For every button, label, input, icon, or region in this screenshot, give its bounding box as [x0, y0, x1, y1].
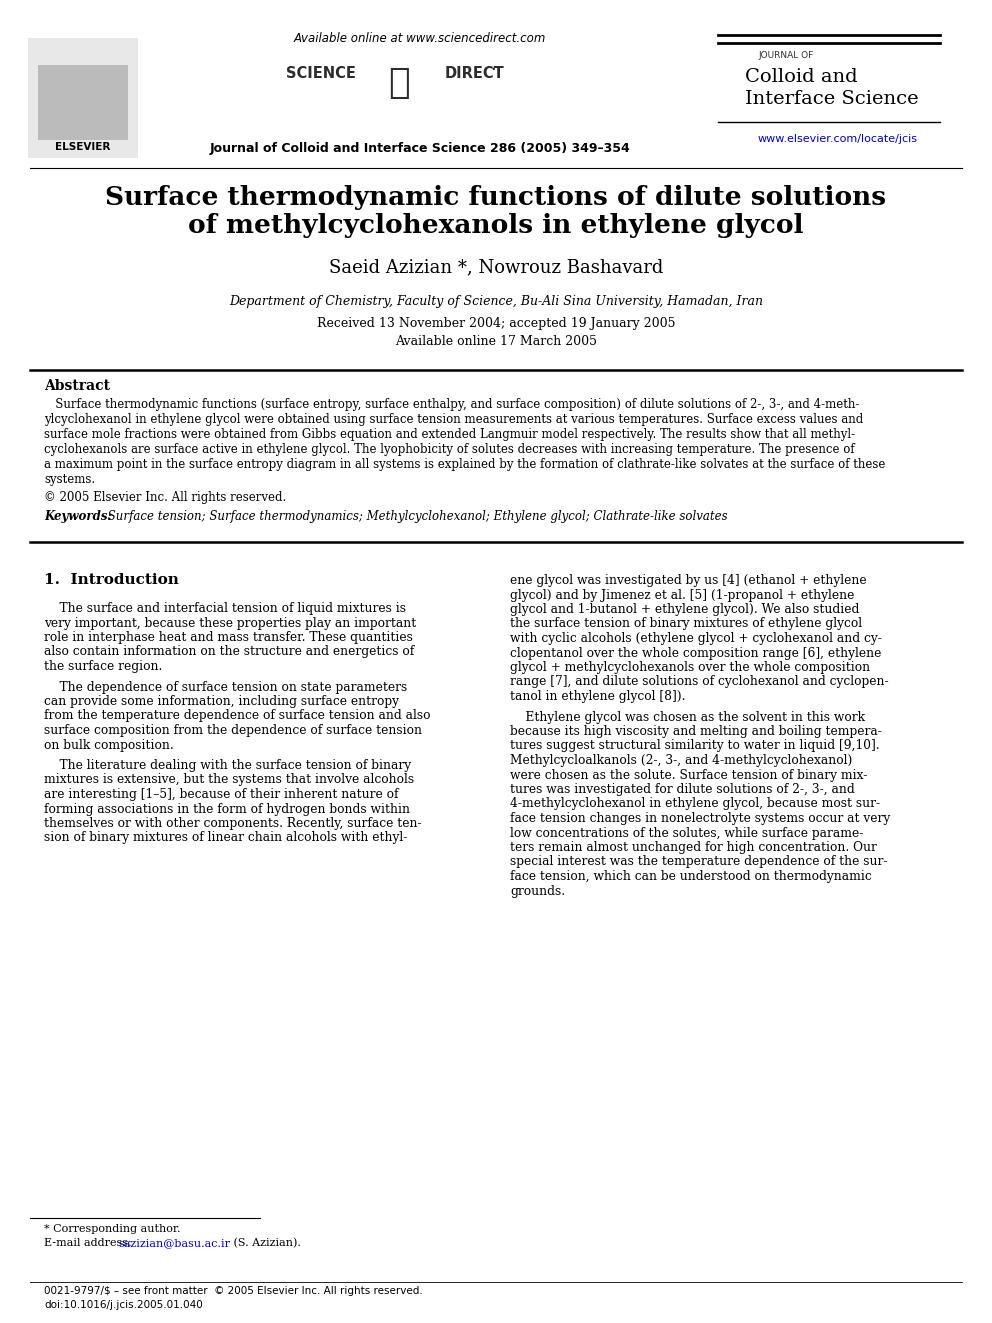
Text: JOURNAL OF: JOURNAL OF — [758, 52, 813, 60]
Text: the surface tension of binary mixtures of ethylene glycol: the surface tension of binary mixtures o… — [510, 618, 862, 631]
Text: surface mole fractions were obtained from Gibbs equation and extended Langmuir m: surface mole fractions were obtained fro… — [44, 429, 855, 441]
Text: The dependence of surface tension on state parameters: The dependence of surface tension on sta… — [44, 680, 408, 693]
Text: sazizian@basu.ac.ir: sazizian@basu.ac.ir — [118, 1238, 230, 1248]
Text: cyclohexanols are surface active in ethylene glycol. The lyophobicity of solutes: cyclohexanols are surface active in ethy… — [44, 443, 855, 456]
Text: Journal of Colloid and Interface Science 286 (2005) 349–354: Journal of Colloid and Interface Science… — [209, 142, 630, 155]
Text: * Corresponding author.: * Corresponding author. — [44, 1224, 181, 1234]
Text: on bulk composition.: on bulk composition. — [44, 738, 174, 751]
Text: range [7], and dilute solutions of cyclohexanol and cyclopen-: range [7], and dilute solutions of cyclo… — [510, 676, 889, 688]
Text: (S. Azizian).: (S. Azizian). — [230, 1238, 301, 1248]
Text: a maximum point in the surface entropy diagram in all systems is explained by th: a maximum point in the surface entropy d… — [44, 458, 886, 471]
Text: role in interphase heat and mass transfer. These quantities: role in interphase heat and mass transfe… — [44, 631, 413, 644]
Text: Department of Chemistry, Faculty of Science, Bu-Ali Sina University, Hamadan, Ir: Department of Chemistry, Faculty of Scie… — [229, 295, 763, 308]
Text: face tension changes in nonelectrolyte systems occur at very: face tension changes in nonelectrolyte s… — [510, 812, 890, 826]
Text: forming associations in the form of hydrogen bonds within: forming associations in the form of hydr… — [44, 803, 410, 815]
Text: themselves or with other components. Recently, surface ten-: themselves or with other components. Rec… — [44, 818, 422, 830]
Text: Available online at www.sciencedirect.com: Available online at www.sciencedirect.co… — [294, 32, 547, 45]
Text: Saeid Azizian *, Nowrouz Bashavard: Saeid Azizian *, Nowrouz Bashavard — [328, 258, 664, 277]
Text: Surface thermodynamic functions (surface entropy, surface enthalpy, and surface : Surface thermodynamic functions (surface… — [44, 398, 859, 411]
Text: tures was investigated for dilute solutions of 2-, 3-, and: tures was investigated for dilute soluti… — [510, 783, 855, 796]
Text: are interesting [1–5], because of their inherent nature of: are interesting [1–5], because of their … — [44, 789, 399, 800]
Text: mixtures is extensive, but the systems that involve alcohols: mixtures is extensive, but the systems t… — [44, 774, 414, 786]
Text: ⓐ: ⓐ — [388, 66, 410, 101]
Text: clopentanol over the whole composition range [6], ethylene: clopentanol over the whole composition r… — [510, 647, 881, 659]
Text: Ethylene glycol was chosen as the solvent in this work: Ethylene glycol was chosen as the solven… — [510, 710, 865, 724]
Text: of methylcyclohexanols in ethylene glycol: of methylcyclohexanols in ethylene glyco… — [188, 213, 804, 238]
Text: SCIENCE: SCIENCE — [286, 66, 356, 81]
Text: © 2005 Elsevier Inc. All rights reserved.: © 2005 Elsevier Inc. All rights reserved… — [44, 491, 287, 504]
Text: surface composition from the dependence of surface tension: surface composition from the dependence … — [44, 724, 422, 737]
Text: tanol in ethylene glycol [8]).: tanol in ethylene glycol [8]). — [510, 691, 685, 703]
Text: ters remain almost unchanged for high concentration. Our: ters remain almost unchanged for high co… — [510, 841, 877, 855]
Text: E-mail address:: E-mail address: — [44, 1238, 135, 1248]
Text: 1.  Introduction: 1. Introduction — [44, 573, 179, 587]
Text: ELSEVIER: ELSEVIER — [56, 142, 111, 152]
Text: DIRECT: DIRECT — [445, 66, 505, 81]
Text: www.elsevier.com/locate/jcis: www.elsevier.com/locate/jcis — [758, 134, 918, 144]
Text: low concentrations of the solutes, while surface parame-: low concentrations of the solutes, while… — [510, 827, 863, 840]
Text: can provide some information, including surface entropy: can provide some information, including … — [44, 695, 399, 708]
Text: also contain information on the structure and energetics of: also contain information on the structur… — [44, 646, 415, 659]
Bar — [28, 38, 138, 157]
Text: because its high viscosity and melting and boiling tempera-: because its high viscosity and melting a… — [510, 725, 882, 738]
Text: Colloid and: Colloid and — [745, 67, 858, 86]
Text: the surface region.: the surface region. — [44, 660, 163, 673]
Text: were chosen as the solute. Surface tension of binary mix-: were chosen as the solute. Surface tensi… — [510, 769, 867, 782]
Text: from the temperature dependence of surface tension and also: from the temperature dependence of surfa… — [44, 709, 431, 722]
Text: Interface Science: Interface Science — [745, 90, 919, 108]
Text: glycol + methylcyclohexanols over the whole composition: glycol + methylcyclohexanols over the wh… — [510, 662, 870, 673]
Text: sion of binary mixtures of linear chain alcohols with ethyl-: sion of binary mixtures of linear chain … — [44, 831, 408, 844]
Text: face tension, which can be understood on thermodynamic: face tension, which can be understood on… — [510, 871, 872, 882]
Text: grounds.: grounds. — [510, 885, 565, 897]
Text: Available online 17 March 2005: Available online 17 March 2005 — [395, 335, 597, 348]
Text: Methylcycloalkanols (2-, 3-, and 4-methylcyclohexanol): Methylcycloalkanols (2-, 3-, and 4-methy… — [510, 754, 852, 767]
Text: 0021-9797/$ – see front matter  © 2005 Elsevier Inc. All rights reserved.: 0021-9797/$ – see front matter © 2005 El… — [44, 1286, 423, 1297]
Text: glycol) and by Jimenez et al. [5] (1-propanol + ethylene: glycol) and by Jimenez et al. [5] (1-pro… — [510, 589, 854, 602]
Bar — [38, 65, 128, 140]
Text: Abstract: Abstract — [44, 378, 110, 393]
Text: Surface thermodynamic functions of dilute solutions: Surface thermodynamic functions of dilut… — [105, 185, 887, 210]
Text: Keywords:: Keywords: — [44, 509, 112, 523]
Text: ·: · — [490, 61, 496, 79]
Text: systems.: systems. — [44, 474, 95, 486]
Text: ylcyclohexanol in ethylene glycol were obtained using surface tension measuremen: ylcyclohexanol in ethylene glycol were o… — [44, 413, 863, 426]
Text: Received 13 November 2004; accepted 19 January 2005: Received 13 November 2004; accepted 19 J… — [316, 318, 676, 329]
Text: very important, because these properties play an important: very important, because these properties… — [44, 617, 417, 630]
Text: The surface and interfacial tension of liquid mixtures is: The surface and interfacial tension of l… — [44, 602, 406, 615]
Text: doi:10.1016/j.jcis.2005.01.040: doi:10.1016/j.jcis.2005.01.040 — [44, 1301, 202, 1310]
Text: glycol and 1-butanol + ethylene glycol). We also studied: glycol and 1-butanol + ethylene glycol).… — [510, 603, 859, 617]
Text: ene glycol was investigated by us [4] (ethanol + ethylene: ene glycol was investigated by us [4] (e… — [510, 574, 867, 587]
Text: Surface tension; Surface thermodynamics; Methylcyclohexanol; Ethylene glycol; Cl: Surface tension; Surface thermodynamics;… — [104, 509, 727, 523]
Text: The literature dealing with the surface tension of binary: The literature dealing with the surface … — [44, 759, 411, 773]
Text: special interest was the temperature dependence of the sur-: special interest was the temperature dep… — [510, 856, 888, 868]
Text: 4-methylcyclohexanol in ethylene glycol, because most sur-: 4-methylcyclohexanol in ethylene glycol,… — [510, 798, 880, 811]
Text: tures suggest structural similarity to water in liquid [9,10].: tures suggest structural similarity to w… — [510, 740, 880, 753]
Text: with cyclic alcohols (ethylene glycol + cyclohexanol and cy-: with cyclic alcohols (ethylene glycol + … — [510, 632, 882, 646]
